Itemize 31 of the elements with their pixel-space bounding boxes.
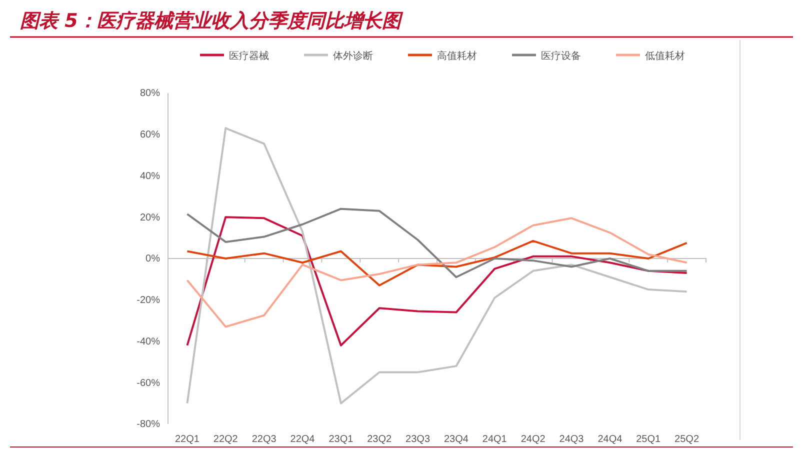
chart-title: 图表 5：医疗器械营业收入分季度同比增长图 xyxy=(20,10,404,32)
x-tick-label: 24Q2 xyxy=(520,434,546,446)
x-tick-label: 22Q1 xyxy=(174,434,200,446)
x-tick-label: 24Q4 xyxy=(598,434,623,446)
y-tick-label: 20% xyxy=(140,212,160,224)
line-series xyxy=(186,240,688,286)
legend-label: 医疗设备 xyxy=(541,50,581,62)
line-series xyxy=(186,208,688,278)
x-tick-label: 25Q2 xyxy=(674,434,700,446)
x-tick-label: 24Q3 xyxy=(559,434,584,446)
legend-label: 医疗器械 xyxy=(229,50,269,62)
y-tick-label: -80% xyxy=(136,419,160,430)
y-tick-label: 0% xyxy=(146,254,160,265)
y-tick-label: -60% xyxy=(136,378,160,389)
x-tick-label: 23Q1 xyxy=(328,434,354,446)
y-tick-label: 80% xyxy=(140,88,160,100)
x-tick-label: 23Q4 xyxy=(444,434,469,446)
y-tick-label: 60% xyxy=(140,130,160,141)
y-tick-label: -20% xyxy=(136,295,160,306)
y-tick-label: -40% xyxy=(136,336,160,348)
x-tick-label: 22Q2 xyxy=(213,434,238,446)
legend-label: 高值耗材 xyxy=(437,50,477,62)
x-tick-label: 23Q2 xyxy=(367,434,392,446)
y-tick-label: 40% xyxy=(140,170,160,182)
legend-label: 低值耗材 xyxy=(645,50,685,62)
x-tick-label: 22Q4 xyxy=(290,434,316,446)
x-tick-label: 25Q1 xyxy=(636,434,662,446)
legend-label: 体外诊断 xyxy=(333,50,373,62)
x-tick-label: 24Q1 xyxy=(482,434,508,446)
x-tick-label: 22Q3 xyxy=(252,434,277,446)
x-tick-label: 23Q3 xyxy=(406,434,430,446)
